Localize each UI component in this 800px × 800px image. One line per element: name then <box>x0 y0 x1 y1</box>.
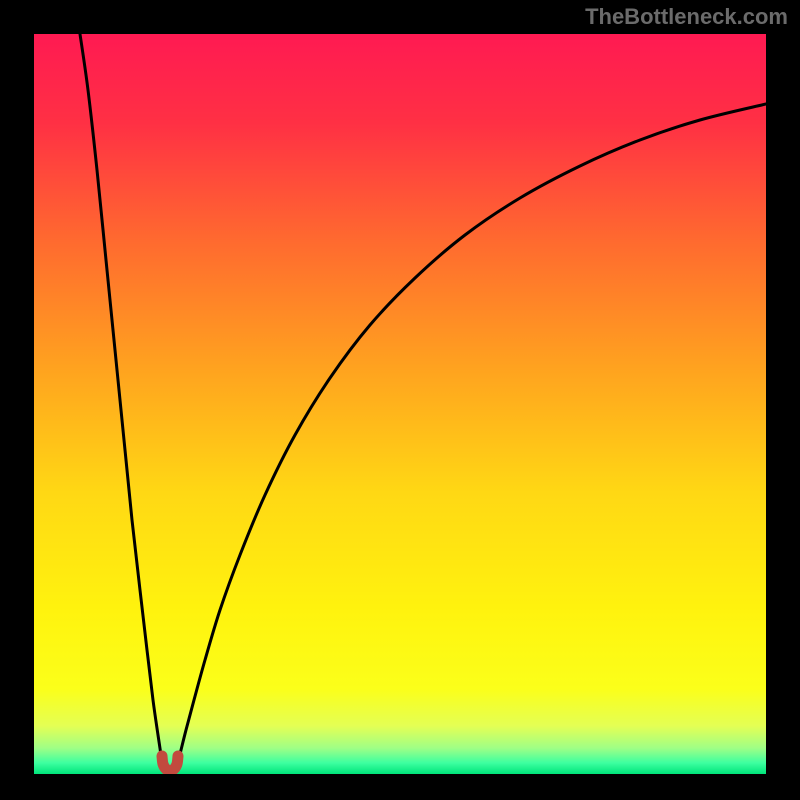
watermark-text: TheBottleneck.com <box>585 4 788 30</box>
bottleneck-chart <box>0 0 800 800</box>
chart-container: TheBottleneck.com <box>0 0 800 800</box>
plot-background <box>34 34 766 774</box>
